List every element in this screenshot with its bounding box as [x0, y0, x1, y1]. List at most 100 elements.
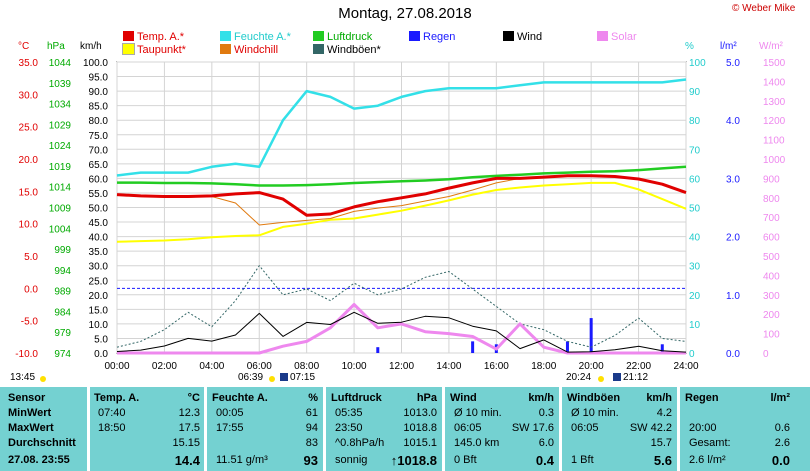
- pressure-tick-label: 999: [54, 245, 71, 256]
- cell-value: 6.0: [538, 437, 554, 449]
- column-divider: [87, 387, 90, 471]
- wind-tick-label: 20.0: [89, 291, 109, 302]
- legend-swatch: [123, 31, 134, 41]
- humidity-tick-label: 20: [689, 291, 701, 302]
- time-tick-label: 20:00: [579, 361, 604, 372]
- wind-tick-label: 45.0: [89, 218, 109, 229]
- series-line-feuchte-a: [116, 78, 687, 177]
- temp-tick-label: 30.0: [19, 90, 39, 101]
- cell-forecast: sonnig: [335, 454, 368, 466]
- cell-value: 1013.0: [403, 407, 437, 419]
- wind-tick-label: 5.0: [94, 334, 108, 345]
- cell-total: 2.6 l/m²: [689, 454, 726, 466]
- humidity-tick-label: 70: [689, 145, 701, 156]
- table-col-sensor: Sensor MinWert MaxWert Durchschnitt 27.0…: [8, 387, 86, 471]
- pressure-tick-label: 1034: [49, 100, 72, 111]
- series-line-wind: [116, 311, 687, 353]
- table-unit: km/h: [528, 392, 554, 404]
- solar-tick-label: 700: [763, 213, 780, 224]
- pressure-unit: hPa: [47, 41, 65, 52]
- table-header: Temp. A.: [94, 392, 140, 404]
- temp-tick-label: 15.0: [19, 187, 39, 198]
- now-time-label: 13:45: [10, 372, 36, 383]
- solar-tick-label: 500: [763, 252, 780, 263]
- wind-tick-label: 60.0: [89, 174, 109, 185]
- series-line-solar: [117, 303, 686, 355]
- wind-tick-label: 100.0: [83, 58, 108, 69]
- temp-tick-label: 10.0: [19, 220, 39, 231]
- solar-tick-label: 600: [763, 233, 780, 244]
- pressure-tick-label: 1009: [49, 204, 72, 215]
- pressure-tick-label: 1014: [49, 183, 72, 194]
- legend-item-humidity: Feuchte A.*: [220, 31, 291, 43]
- table-unit: km/h: [646, 392, 672, 404]
- solar-tick-label: 900: [763, 174, 780, 185]
- pressure-tick-label: 974: [54, 349, 71, 360]
- table-col-humidity: Feuchte A.% 00:05 61 17:55 94 83 11.51 g/m…: [212, 387, 318, 471]
- legend-item-wind: Wind: [503, 31, 542, 43]
- solar-tick-label: 1300: [763, 97, 786, 108]
- chart-title: Montag, 27.08.2018: [338, 5, 472, 22]
- rain-tick-label: 1.0: [726, 291, 740, 302]
- weather-chart: 35.0 30.0 25.0 20.0 15.0 10.0 5.0 0.0 -5.0 -10.0 1…: [15, 58, 786, 372]
- time-tick-label: 16:00: [484, 361, 509, 372]
- wind-tick-label: 70.0: [89, 145, 109, 156]
- sunrise-label: 06:39: [238, 372, 264, 383]
- humidity-tick-label: 80: [689, 116, 701, 127]
- cell-value: 2.6: [774, 437, 790, 449]
- wind-tick-label: 35.0: [89, 247, 109, 258]
- solar-tick-label: 0: [763, 349, 769, 360]
- pressure-tick-label: 984: [54, 307, 71, 318]
- sunset-end-label: 21:12: [623, 372, 649, 383]
- cell-value: 15.15: [172, 437, 200, 449]
- cell-time: 23:50: [335, 422, 363, 434]
- pressure-tick-label: 1044: [49, 58, 72, 69]
- humidity-tick-label: 10: [689, 320, 701, 331]
- legend-item-solar: Solar: [597, 31, 637, 43]
- cell-value: 1018.8: [403, 422, 437, 434]
- humidity-tick-label: 90: [689, 87, 701, 98]
- table-unit: °C: [187, 392, 200, 404]
- cell-value: 4.2: [656, 407, 672, 419]
- cell-time: 00:05: [216, 407, 244, 419]
- temp-tick-label: -10.0: [15, 349, 38, 360]
- rain-bar: [376, 347, 380, 353]
- time-tick-label: 02:00: [152, 361, 177, 372]
- cell-value: 0.6: [774, 422, 790, 434]
- table-header: Windböen: [567, 392, 621, 404]
- legend-item-temp: Temp. A.*: [123, 31, 184, 43]
- rain-tick-label: 5.0: [726, 58, 740, 69]
- legend-item-rain: Regen: [409, 31, 455, 43]
- wind-tick-label: 25.0: [89, 276, 109, 287]
- cell-value: 15.7: [650, 437, 672, 449]
- series-line-temp-a: [116, 174, 687, 217]
- solar-tick-label: 800: [763, 194, 780, 205]
- humidity-tick-label: 40: [689, 233, 701, 244]
- table-header: Luftdruck: [331, 392, 382, 404]
- rain-unit: l/m²: [720, 41, 737, 52]
- humidity-tick-label: 100: [689, 58, 706, 69]
- cell-bft: 0 Bft: [454, 454, 477, 466]
- time-tick-label: 08:00: [294, 361, 319, 372]
- legend-item-windchill: Windchill: [220, 44, 278, 56]
- wind-tick-label: 85.0: [89, 102, 109, 113]
- rain-tick-label: 0.0: [726, 349, 740, 360]
- table-header: Feuchte A.: [212, 392, 268, 404]
- cell-time: 18:50: [98, 422, 126, 434]
- legend-item-pressure: Luftdruck: [313, 31, 372, 43]
- sun-icon: [40, 376, 46, 382]
- cell-current: 93: [303, 453, 318, 468]
- table-col-temp: Temp. A. °C 07:40 12.3 18:50 17.5 15.15 14.…: [94, 387, 200, 471]
- cell-value: SW 17.6: [511, 422, 554, 434]
- solar-tick-label: 1500: [763, 58, 786, 69]
- row-label: 27.08. 23:55: [8, 454, 70, 466]
- series-line-windb-en: [116, 265, 687, 348]
- cell-current: 14.4: [174, 453, 200, 468]
- temp-tick-label: 5.0: [24, 252, 38, 263]
- solar-tick-label: 1200: [763, 116, 786, 127]
- wind-tick-label: 95.0: [89, 73, 109, 84]
- solar-tick-label: 300: [763, 291, 780, 302]
- humidity-tick-label: 0: [689, 349, 695, 360]
- cell-value: 12.3: [178, 407, 200, 419]
- rain-bar: [660, 344, 664, 353]
